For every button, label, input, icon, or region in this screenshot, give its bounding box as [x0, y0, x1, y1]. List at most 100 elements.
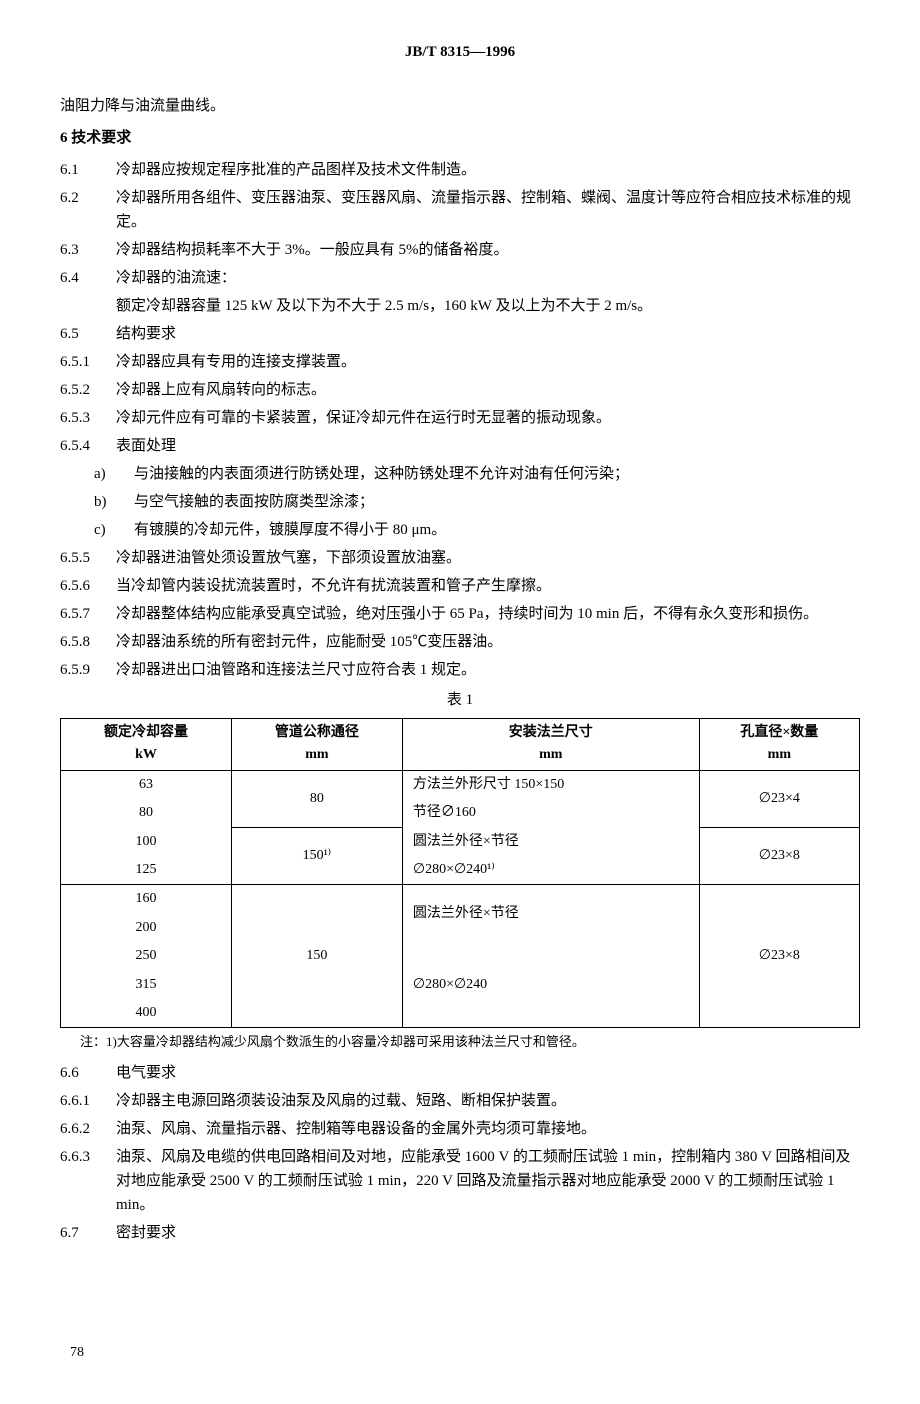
td-pipe: 80 [231, 770, 402, 827]
clause-num: 6.5.6 [60, 574, 104, 598]
td-flange: ∅280×∅240 [402, 942, 699, 1028]
clause-text: 结构要求 [116, 322, 176, 346]
clause-6-6-1: 6.6.1 冷却器主电源回路须装设油泵及风扇的过载、短路、断相保护装置。 [60, 1089, 860, 1113]
clause-6-2: 6.2 冷却器所用各组件、变压器油泵、变压器风扇、流量指示器、控制箱、蝶阀、温度… [60, 186, 860, 234]
td-flange: 方法兰外形尺寸 150×150 [402, 770, 699, 799]
sub-text: 有镀膜的冷却元件，镀膜厚度不得小于 80 μm。 [134, 518, 446, 542]
clause-6-5-1: 6.5.1 冷却器应具有专用的连接支撑装置。 [60, 350, 860, 374]
table-header-row: 额定冷却容量 kW 管道公称通径 mm 安装法兰尺寸 mm 孔直径×数量 mm [61, 719, 860, 771]
clause-6-3: 6.3 冷却器结构损耗率不大于 3%。一般应具有 5%的储备裕度。 [60, 238, 860, 262]
clause-6-5-9: 6.5.9 冷却器进出口油管路和连接法兰尺寸应符合表 1 规定。 [60, 658, 860, 682]
clause-num: 6.7 [60, 1221, 104, 1245]
clause-6-5: 6.5 结构要求 [60, 322, 860, 346]
td-pipe: 150¹⁾ [231, 828, 402, 885]
clause-6-4: 6.4 冷却器的油流速： [60, 266, 860, 290]
td-cap: 315 [61, 971, 232, 999]
clause-text: 表面处理 [116, 434, 176, 458]
td-flange: 节径∅160 [402, 799, 699, 827]
page-number: 78 [70, 1342, 84, 1364]
th-capacity: 额定冷却容量 kW [61, 719, 232, 771]
th-pipe: 管道公称通径 mm [231, 719, 402, 771]
clause-num: 6.5.9 [60, 658, 104, 682]
td-cap: 80 [61, 799, 232, 827]
clause-text: 冷却器进出口油管路和连接法兰尺寸应符合表 1 规定。 [116, 658, 476, 682]
clause-6-5-4: 6.5.4 表面处理 [60, 434, 860, 458]
clause-num: 6.6.1 [60, 1089, 104, 1113]
clause-num: 6.4 [60, 266, 104, 290]
td-holes: ∅23×8 [699, 885, 859, 1028]
td-cap: 400 [61, 999, 232, 1028]
clause-num: 6.6.2 [60, 1117, 104, 1141]
table-row: 100 150¹⁾ 圆法兰外径×节径 ∅23×8 [61, 828, 860, 856]
clause-text: 冷却器油系统的所有密封元件，应能耐受 105℃变压器油。 [116, 630, 502, 654]
th-flange: 安装法兰尺寸 mm [402, 719, 699, 771]
clause-num: 6.5.8 [60, 630, 104, 654]
table-1-caption: 表 1 [60, 688, 860, 712]
th-holes: 孔直径×数量 mm [699, 719, 859, 771]
clause-text: 冷却器整体结构应能承受真空试验，绝对压强小于 65 Pa，持续时间为 10 mi… [116, 602, 818, 626]
td-cap: 125 [61, 856, 232, 885]
clause-text: 冷却器上应有风扇转向的标志。 [116, 378, 326, 402]
clause-num: 6.1 [60, 158, 104, 182]
clause-num: 6.5 [60, 322, 104, 346]
clause-6-6-2: 6.6.2 油泵、风扇、流量指示器、控制箱等电器设备的金属外壳均须可靠接地。 [60, 1117, 860, 1141]
sub-text: 与油接触的内表面须进行防锈处理，这种防锈处理不允许对油有任何污染； [134, 462, 629, 486]
clause-6-5-4-c: c) 有镀膜的冷却元件，镀膜厚度不得小于 80 μm。 [94, 518, 860, 542]
standard-header: JB/T 8315—1996 [60, 40, 860, 64]
clause-6-5-4-a: a) 与油接触的内表面须进行防锈处理，这种防锈处理不允许对油有任何污染； [94, 462, 860, 486]
clause-num: 6.3 [60, 238, 104, 262]
table-row: 160 150 圆法兰外径×节径 ∅23×8 [61, 885, 860, 914]
clause-6-6: 6.6 电气要求 [60, 1061, 860, 1085]
clause-6-5-2: 6.5.2 冷却器上应有风扇转向的标志。 [60, 378, 860, 402]
td-flange: 圆法兰外径×节径 [402, 828, 699, 856]
clause-text: 电气要求 [116, 1061, 176, 1085]
clause-6-7: 6.7 密封要求 [60, 1221, 860, 1245]
td-cap: 200 [61, 914, 232, 942]
sub-num: b) [94, 490, 122, 514]
sub-text: 与空气接触的表面按防腐类型涂漆； [134, 490, 374, 514]
td-cap: 160 [61, 885, 232, 914]
clause-text: 冷却元件应有可靠的卡紧装置，保证冷却元件在运行时无显著的振动现象。 [116, 406, 611, 430]
clause-6-5-4-b: b) 与空气接触的表面按防腐类型涂漆； [94, 490, 860, 514]
clause-6-5-8: 6.5.8 冷却器油系统的所有密封元件，应能耐受 105℃变压器油。 [60, 630, 860, 654]
clause-6-5-3: 6.5.3 冷却元件应有可靠的卡紧装置，保证冷却元件在运行时无显著的振动现象。 [60, 406, 860, 430]
clause-text: 冷却器所用各组件、变压器油泵、变压器风扇、流量指示器、控制箱、蝶阀、温度计等应符… [116, 186, 860, 234]
td-holes: ∅23×8 [699, 828, 859, 885]
intro-text: 油阻力降与油流量曲线。 [60, 94, 860, 118]
clause-text: 冷却器应具有专用的连接支撑装置。 [116, 350, 356, 374]
table-1-note: 注：1)大容量冷却器结构减少风扇个数派生的小容量冷却器可采用该种法兰尺寸和管径。 [80, 1032, 860, 1053]
clause-num: 6.5.2 [60, 378, 104, 402]
clause-text: 油泵、风扇、流量指示器、控制箱等电器设备的金属外壳均须可靠接地。 [116, 1117, 596, 1141]
clause-6-6-3: 6.6.3 油泵、风扇及电缆的供电回路相间及对地，应能承受 1600 V 的工频… [60, 1145, 860, 1217]
clause-num: 6.6.3 [60, 1145, 104, 1217]
clause-6-5-7: 6.5.7 冷却器整体结构应能承受真空试验，绝对压强小于 65 Pa，持续时间为… [60, 602, 860, 626]
clause-num: 6.5.3 [60, 406, 104, 430]
td-holes: ∅23×4 [699, 770, 859, 827]
td-cap: 100 [61, 828, 232, 856]
clause-6-1: 6.1 冷却器应按规定程序批准的产品图样及技术文件制造。 [60, 158, 860, 182]
clause-text: 冷却器结构损耗率不大于 3%。一般应具有 5%的储备裕度。 [116, 238, 509, 262]
clause-text: 油泵、风扇及电缆的供电回路相间及对地，应能承受 1600 V 的工频耐压试验 1… [116, 1145, 860, 1217]
clause-6-5-6: 6.5.6 当冷却管内装设扰流装置时，不允许有扰流装置和管子产生摩擦。 [60, 574, 860, 598]
section-6-title: 6 技术要求 [60, 126, 860, 150]
clause-6-4-body: 额定冷却器容量 125 kW 及以下为不大于 2.5 m/s，160 kW 及以… [116, 294, 860, 318]
table-row: 63 80 方法兰外形尺寸 150×150 ∅23×4 [61, 770, 860, 799]
clause-text: 冷却器的油流速： [116, 266, 236, 290]
table-1: 额定冷却容量 kW 管道公称通径 mm 安装法兰尺寸 mm 孔直径×数量 mm … [60, 718, 860, 1028]
sub-num: a) [94, 462, 122, 486]
clause-num: 6.5.5 [60, 546, 104, 570]
td-flange: 圆法兰外径×节径 [402, 885, 699, 942]
clause-6-5-5: 6.5.5 冷却器进油管处须设置放气塞，下部须设置放油塞。 [60, 546, 860, 570]
clause-num: 6.2 [60, 186, 104, 234]
td-cap: 250 [61, 942, 232, 970]
clause-num: 6.6 [60, 1061, 104, 1085]
td-cap: 63 [61, 770, 232, 799]
sub-num: c) [94, 518, 122, 542]
clause-text: 冷却器应按规定程序批准的产品图样及技术文件制造。 [116, 158, 476, 182]
td-pipe: 150 [231, 885, 402, 1028]
clause-text: 当冷却管内装设扰流装置时，不允许有扰流装置和管子产生摩擦。 [116, 574, 551, 598]
clause-text: 密封要求 [116, 1221, 176, 1245]
clause-text: 冷却器主电源回路须装设油泵及风扇的过载、短路、断相保护装置。 [116, 1089, 566, 1113]
td-flange: ∅280×∅240¹⁾ [402, 856, 699, 885]
clause-num: 6.5.1 [60, 350, 104, 374]
